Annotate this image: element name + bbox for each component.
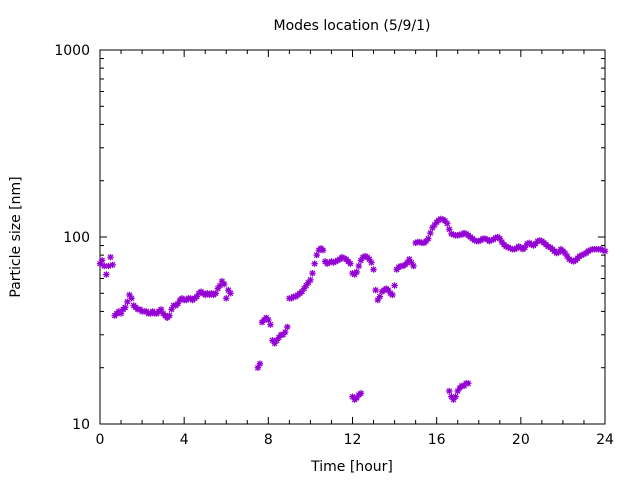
data-point [427, 229, 434, 237]
chart-title: Modes location (5/9/1) [274, 18, 431, 34]
data-point [122, 304, 129, 311]
data-point [103, 271, 110, 278]
data-point [307, 276, 314, 284]
x-axis-label: Time [hour] [310, 459, 393, 475]
data-point [311, 260, 318, 267]
data-point [105, 262, 112, 270]
x-tick-label: 24 [596, 432, 614, 448]
data-point [254, 364, 262, 371]
data-point [98, 257, 106, 264]
data-point [353, 268, 360, 276]
data-point [370, 266, 377, 273]
data-point [357, 390, 365, 397]
data-point [109, 261, 116, 269]
axis-ticks [99, 49, 606, 425]
data-point [107, 253, 114, 261]
data-point [376, 293, 384, 300]
data-point [410, 262, 417, 270]
data-point [425, 235, 432, 242]
data-point [355, 262, 363, 270]
plot-frame [99, 49, 606, 425]
data-point [227, 290, 234, 297]
data-point [256, 360, 264, 367]
data-point [391, 282, 398, 289]
data-point [452, 393, 459, 400]
data-point [166, 312, 173, 319]
data-point [128, 295, 135, 302]
data-point [389, 291, 396, 299]
x-tick-label: 20 [512, 432, 530, 448]
data-point [313, 251, 320, 259]
y-axis-label: Particle size [nm] [8, 176, 24, 297]
data-point [465, 380, 472, 387]
x-tick-label: 16 [428, 432, 446, 448]
data-point [309, 270, 316, 277]
data-point [372, 286, 379, 294]
x-tick-label: 0 [96, 432, 105, 448]
data-point [220, 280, 228, 288]
data-point [267, 321, 274, 328]
data-points [96, 215, 609, 403]
x-tick-label: 4 [180, 432, 189, 448]
y-tick-label: 1000 [54, 43, 90, 59]
y-tick-label: 100 [63, 230, 90, 246]
x-tick-label: 12 [344, 432, 362, 448]
data-point [281, 328, 289, 336]
data-point [443, 220, 451, 227]
y-tick-label: 10 [72, 417, 90, 433]
data-point [347, 260, 354, 267]
data-point [446, 387, 453, 395]
data-point [223, 295, 230, 302]
data-point [319, 246, 327, 254]
data-point [368, 259, 375, 266]
x-tick-label: 8 [264, 432, 273, 448]
axis-tick-labels: 0 4 8 12 16 20 24 10 100 1000 [54, 43, 614, 448]
data-point [284, 323, 291, 331]
data-point [601, 247, 609, 255]
